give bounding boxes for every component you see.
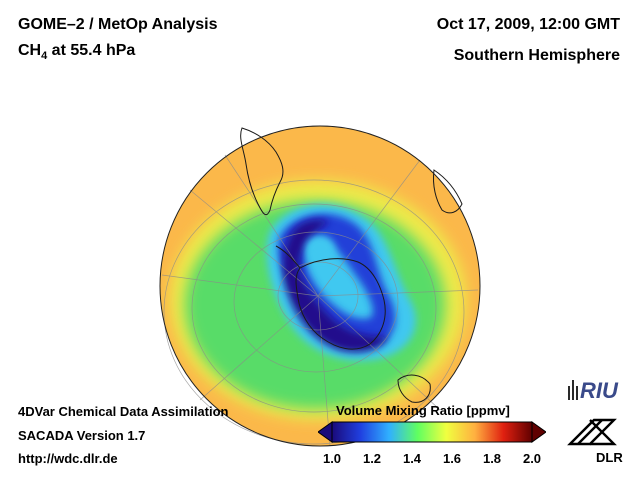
coast-south-america [240, 127, 284, 216]
coastlines [240, 127, 463, 403]
species-label: CH4 at 55.4 hPa [18, 42, 135, 62]
colorbar-tick-1-8: 1.8 [482, 451, 502, 466]
colorbar-title: Volume Mixing Ratio [ppmv] [336, 403, 510, 418]
colorbar-tick-1-6: 1.6 [442, 451, 462, 466]
colorbar-max-arrow [531, 421, 546, 443]
riu-logo: RIU [568, 378, 619, 403]
colorbar [318, 421, 546, 443]
coast-antarctica [295, 258, 386, 350]
species-level: at 55.4 hPa [47, 42, 136, 59]
colorbar-min-arrow [318, 421, 333, 443]
date-label: Oct 17, 2009, 12:00 GMT [436, 16, 620, 33]
footer-version: SACADA Version 1.7 [18, 428, 146, 443]
coast-australia [397, 374, 431, 403]
colorbar-tick-1-0: 1.0 [322, 451, 342, 466]
dlr-logo: DLR [567, 418, 623, 465]
field-dark-core [282, 219, 388, 353]
species-subscript: 4 [41, 50, 48, 63]
map-title: GOME–2 / MetOp Analysis [18, 16, 218, 33]
footer-method: 4DVar Chemical Data Assimilation [18, 404, 229, 419]
dlr-logo-text: DLR [596, 450, 623, 465]
field-cyan-core [306, 236, 334, 260]
globe-fields [160, 126, 480, 446]
graticule [161, 154, 479, 447]
colorbar-gradient [331, 421, 533, 443]
riu-logo-bar [572, 380, 574, 400]
footer-url[interactable]: http://wdc.dlr.de [18, 451, 118, 466]
riu-logo-bar [576, 386, 578, 400]
coast-antarctic-peninsula [275, 245, 301, 269]
riu-logo-bar [568, 386, 570, 400]
region-label: Southern Hemisphere [453, 47, 620, 64]
colorbar-tick-2-0: 2.0 [522, 451, 542, 466]
riu-logo-text: RIU [580, 378, 619, 403]
globe-outline [159, 125, 481, 447]
dlr-logo-mark [567, 418, 617, 446]
coast-africa [433, 169, 463, 214]
species-name: CH [18, 42, 42, 59]
colorbar-tick-1-4: 1.4 [402, 451, 422, 466]
colorbar-tick-1-2: 1.2 [362, 451, 382, 466]
